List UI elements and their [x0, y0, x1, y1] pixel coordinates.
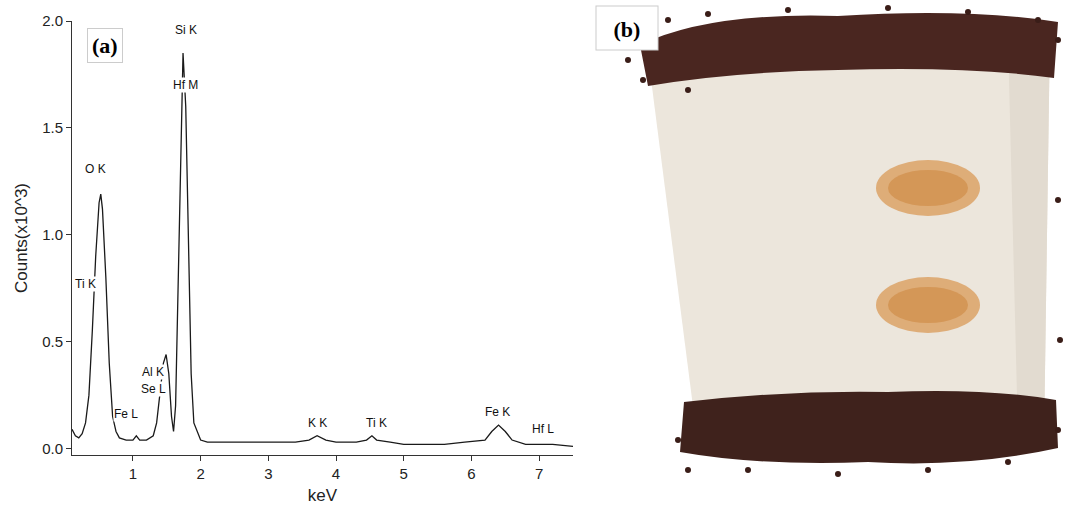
svg-text:6: 6: [467, 465, 475, 482]
svg-text:Fe L: Fe L: [114, 407, 138, 421]
svg-text:7: 7: [535, 465, 543, 482]
svg-text:Ti K: Ti K: [366, 416, 387, 430]
svg-text:(b): (b): [614, 17, 641, 42]
svg-text:1: 1: [129, 465, 137, 482]
svg-text:Hf M: Hf M: [173, 78, 198, 92]
svg-text:0.0: 0.0: [42, 440, 63, 457]
svg-text:3: 3: [264, 465, 272, 482]
svg-text:Hf L: Hf L: [532, 422, 554, 436]
svg-text:keV: keV: [308, 486, 338, 505]
svg-text:5: 5: [400, 465, 408, 482]
svg-text:Fe K: Fe K: [485, 405, 510, 419]
svg-text:Se L: Se L: [141, 382, 166, 396]
svg-text:2: 2: [196, 465, 204, 482]
svg-text:O K: O K: [85, 162, 106, 176]
svg-text:2.0: 2.0: [42, 12, 63, 29]
svg-text:Al K: Al K: [142, 365, 164, 379]
svg-text:1.0: 1.0: [42, 226, 63, 243]
svg-text:4: 4: [332, 465, 340, 482]
svg-text:Ti K: Ti K: [75, 277, 96, 291]
svg-text:K K: K K: [308, 416, 327, 430]
svg-text:Counts(x10^3): Counts(x10^3): [12, 183, 31, 293]
svg-text:0.5: 0.5: [42, 333, 63, 350]
svg-text:Si K: Si K: [175, 23, 197, 37]
svg-text:(a): (a): [92, 33, 118, 58]
svg-text:1.5: 1.5: [42, 119, 63, 136]
